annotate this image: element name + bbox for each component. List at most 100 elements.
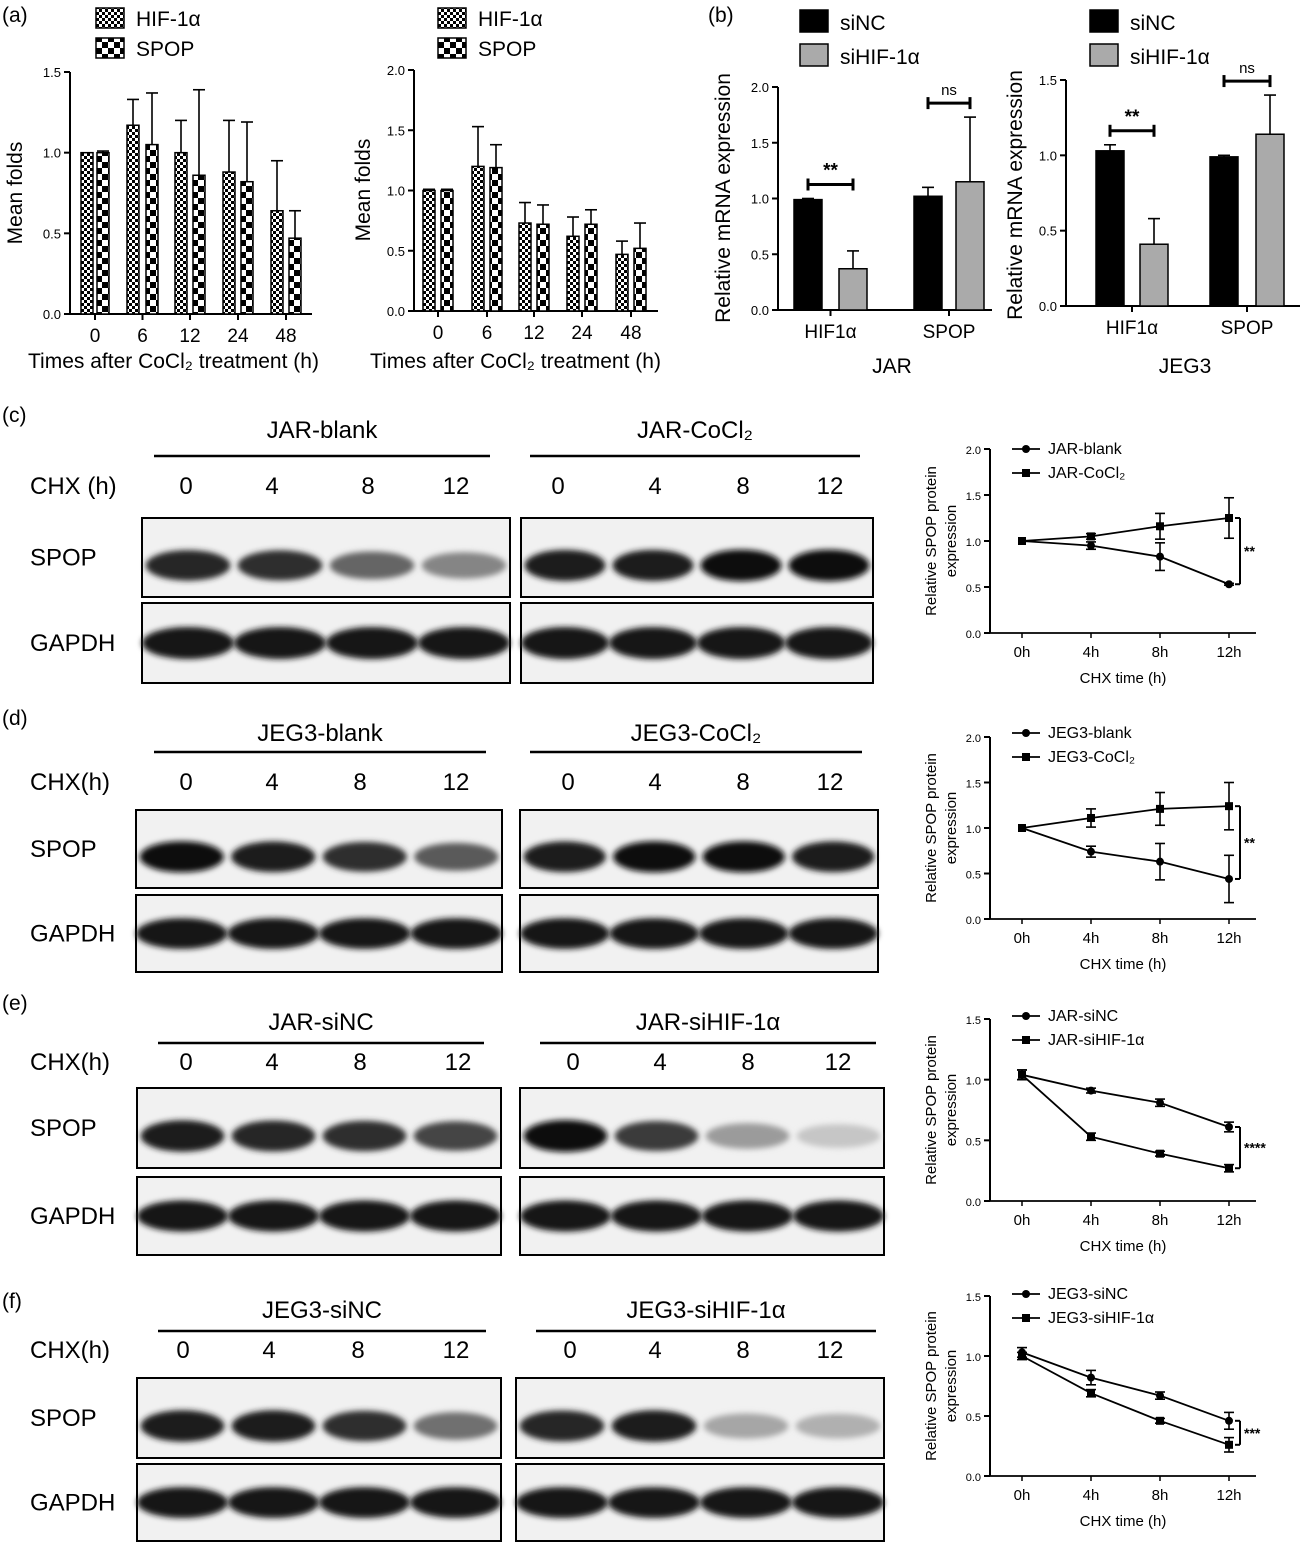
significance-label: **** xyxy=(1244,1140,1266,1156)
series-line xyxy=(1021,540,1230,586)
x-tick-label: 8h xyxy=(1152,930,1169,947)
y-axis-label-line2: expression xyxy=(943,505,960,578)
spop-band xyxy=(231,1120,316,1152)
spop-band xyxy=(329,551,415,580)
spop-band xyxy=(413,1412,498,1440)
spop-band xyxy=(231,1410,316,1442)
y-axis-label: Relative mRNA expression xyxy=(1004,70,1027,320)
time-point-label: 0 xyxy=(551,473,564,500)
time-point-label: 8 xyxy=(353,769,366,796)
spop-band xyxy=(700,549,782,582)
legend-label: JEG3-blank xyxy=(1048,725,1133,742)
data-point xyxy=(1156,857,1164,866)
data-point xyxy=(1156,1149,1164,1158)
gapdh-band xyxy=(793,1200,884,1232)
spop-band xyxy=(139,841,224,873)
y-tick-label: 1.5 xyxy=(966,491,981,503)
blot-group-title: JEG3-siNC xyxy=(262,1297,382,1324)
data-point xyxy=(1018,1352,1026,1360)
time-point-label: 8 xyxy=(736,769,749,796)
time-point-label: 12 xyxy=(817,473,844,500)
x-tick-label: 48 xyxy=(275,326,296,347)
data-point xyxy=(1018,537,1026,545)
series-line xyxy=(1021,1355,1230,1446)
legend-swatch xyxy=(1089,9,1119,33)
row-label-spop: SPOP xyxy=(30,1405,97,1432)
data-point xyxy=(1225,1164,1233,1173)
y-axis-label-line2: expression xyxy=(943,1074,960,1147)
y-tick-label: 1.5 xyxy=(966,1015,981,1027)
y-tick-label: 1.5 xyxy=(1039,73,1057,88)
time-point-label: 0 xyxy=(563,1337,576,1364)
x-tick-label: SPOP xyxy=(923,322,976,343)
y-tick-label: 0.0 xyxy=(751,303,769,318)
x-tick-label: 12 xyxy=(523,323,544,344)
bar xyxy=(145,143,159,315)
time-point-label: 12 xyxy=(817,769,844,796)
y-tick-label: 0.5 xyxy=(966,1136,981,1148)
gapdh-band xyxy=(697,627,785,659)
line-chart-e: 0.0 0.5 1.0 1.5 0h 4h 8h 12h CHX time (h) Relativ… xyxy=(923,1008,1266,1255)
x-tick-label: 0h xyxy=(1014,930,1031,947)
series-line xyxy=(1021,517,1230,542)
gapdh-band xyxy=(521,627,609,659)
data-point xyxy=(1225,802,1233,811)
time-point-label: 0 xyxy=(179,473,192,500)
x-tick-label: 4h xyxy=(1083,930,1100,947)
bar xyxy=(584,223,598,312)
y-tick-label: 1.0 xyxy=(387,184,405,199)
blot-group-title: JAR-blank xyxy=(267,417,379,444)
x-tick-label: 0h xyxy=(1014,1487,1031,1504)
row-label-spop: SPOP xyxy=(30,1115,97,1142)
series-line xyxy=(1021,805,1230,829)
gapdh-band xyxy=(410,918,502,949)
time-point-label: 0 xyxy=(179,1049,192,1076)
gapdh-band xyxy=(228,1487,319,1518)
x-tick-label: 48 xyxy=(620,323,641,344)
gapdh-band xyxy=(520,1200,611,1232)
x-tick-label: SPOP xyxy=(1221,318,1274,339)
data-point xyxy=(1087,1086,1095,1095)
legend-label: HIF-1α xyxy=(136,8,201,31)
line-chart-c: 0.0 0.5 1.0 1.5 2.0 0h 4h 8h 12h CHX time (h) Rela… xyxy=(923,441,1256,687)
y-axis-label-line2: expression xyxy=(943,1350,960,1423)
data-point xyxy=(1087,541,1095,550)
y-tick-label: 1.0 xyxy=(966,1076,981,1088)
data-point xyxy=(1018,824,1026,832)
spop-band xyxy=(140,1120,225,1152)
y-tick-label: 0.5 xyxy=(43,226,61,241)
bar xyxy=(615,253,629,312)
bar xyxy=(422,189,436,312)
data-point xyxy=(1087,847,1095,856)
gapdh-band xyxy=(609,627,697,659)
x-tick-label: 24 xyxy=(227,326,249,347)
time-point-label: 8 xyxy=(736,1337,749,1364)
time-point-label: 12 xyxy=(443,769,470,796)
y-tick-label: 0.0 xyxy=(966,629,981,641)
legend-swatch xyxy=(95,37,125,59)
y-axis-label: Relative mRNA expression xyxy=(712,73,735,323)
bar xyxy=(838,267,868,311)
spop-band xyxy=(795,1413,881,1439)
panel-label-c: (c) xyxy=(2,404,27,427)
western-blot-e: CHX(h) SPOP GAPDH JAR-siNC 0 4 8 12 JAR-siHIF-1α… xyxy=(30,1009,885,1256)
spop-band xyxy=(523,841,606,873)
bar xyxy=(288,237,302,315)
gapdh-band xyxy=(227,918,319,949)
spop-band xyxy=(145,550,231,581)
bar xyxy=(1139,243,1169,307)
panel-label-b: (b) xyxy=(708,4,734,27)
row-label-gapdh: GAPDH xyxy=(30,921,115,948)
spop-band xyxy=(322,1120,407,1152)
gapdh-band xyxy=(702,1200,793,1232)
data-point xyxy=(1018,1070,1026,1079)
x-axis-label: CHX time (h) xyxy=(1080,1513,1167,1530)
y-tick-label: 0.0 xyxy=(966,1472,981,1484)
legend-marker xyxy=(1022,729,1030,737)
legend-label: HIF-1α xyxy=(478,8,543,31)
time-point-label: 4 xyxy=(265,769,278,796)
time-point-label: 8 xyxy=(361,473,374,500)
gapdh-band xyxy=(611,1200,702,1232)
legend-label: JEG3-siNC xyxy=(1048,1286,1128,1303)
